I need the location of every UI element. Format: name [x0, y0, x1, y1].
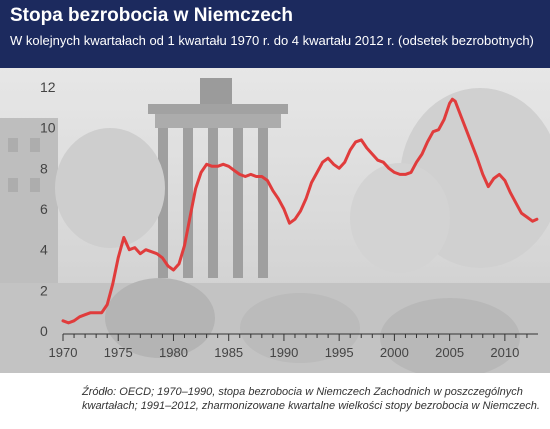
- y-axis: 0 2 4 6 8 10 12: [40, 79, 56, 339]
- x-tick-label: 1995: [325, 345, 354, 360]
- x-tick-label: 1970: [49, 345, 78, 360]
- y-tick-label: 6: [40, 201, 48, 217]
- x-tick-label: 2005: [435, 345, 464, 360]
- chart-title: Stopa bezrobocia w Niemczech: [10, 5, 293, 26]
- x-tick-label: 1975: [104, 345, 133, 360]
- x-axis: 1970 1975 1980 1985 1990 1995 2000 2005 2010: [49, 333, 538, 360]
- y-tick-label: 8: [40, 160, 48, 176]
- unemployment-rate-line: [61, 97, 539, 325]
- x-tick-label: 1985: [214, 345, 243, 360]
- chart-subtitle: W kolejnych kwartałach od 1 kwartału 197…: [10, 33, 534, 48]
- y-tick-label: 0: [40, 323, 48, 339]
- x-tick-label: 1980: [159, 345, 188, 360]
- background-photo: [0, 68, 550, 373]
- y-tick-label: 12: [40, 79, 56, 95]
- footer: Źródło: OECD; 1970–1990, stopa bezroboci…: [0, 373, 550, 429]
- x-tick-label: 1990: [269, 345, 298, 360]
- y-tick-label: 2: [40, 282, 48, 298]
- source-note: Źródło: OECD; 1970–1990, stopa bezroboci…: [82, 386, 540, 412]
- x-tick-label: 2000: [380, 345, 409, 360]
- header: Stopa bezrobocia w Niemczech W kolejnych…: [0, 0, 550, 68]
- y-tick-label: 4: [40, 242, 48, 258]
- y-tick-label: 10: [40, 120, 56, 136]
- line-chart: 0 2 4 6 8 10 12 1970 1975 1980 1985 1990 1995 2000 20…: [40, 79, 539, 360]
- x-tick-label: 2010: [490, 345, 519, 360]
